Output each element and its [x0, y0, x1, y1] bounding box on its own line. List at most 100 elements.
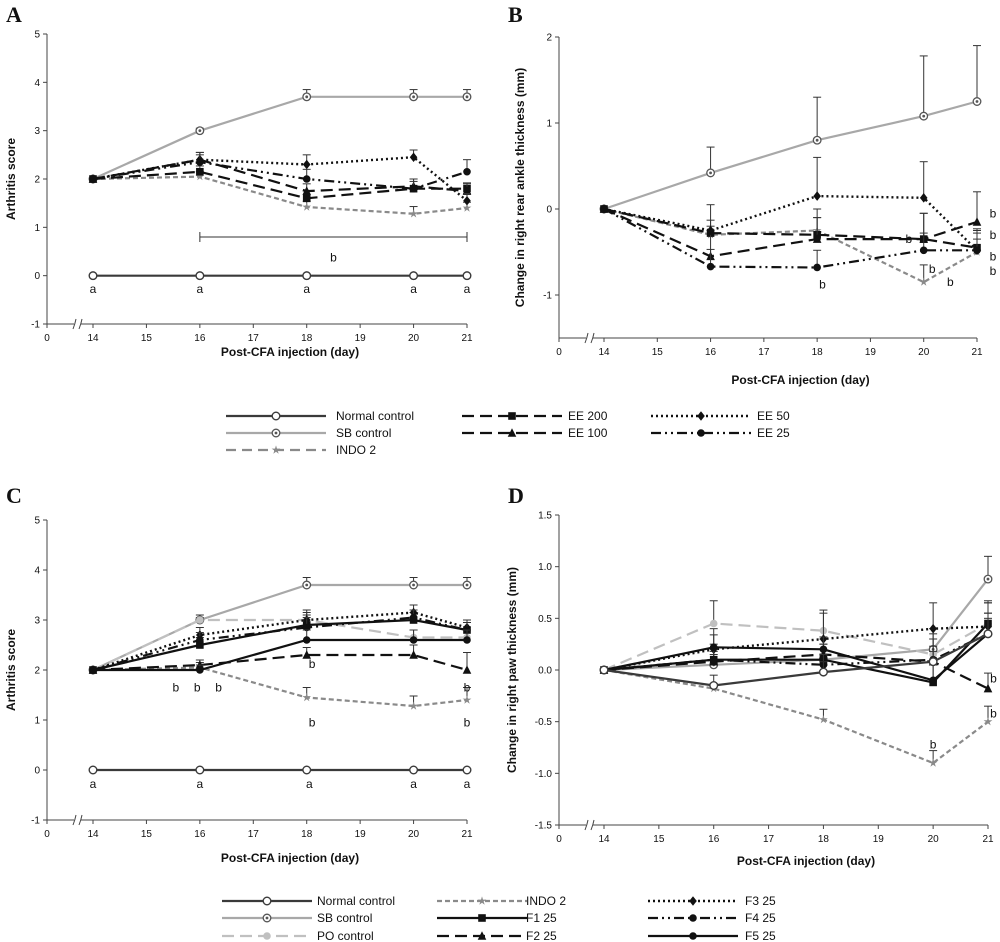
data-point: [919, 277, 929, 286]
y-tick-label-a: -1: [31, 320, 40, 331]
annotation-b: b: [929, 262, 936, 276]
x-tick-label-a: 18: [301, 333, 313, 344]
data-point: [983, 629, 993, 639]
annotation-c: a: [306, 777, 313, 791]
series-line: [92, 616, 468, 672]
data-point: [463, 167, 471, 176]
legend-marker: [271, 445, 281, 454]
y-axis-title-c: Arthritis score: [4, 629, 18, 711]
data-point: [462, 203, 472, 212]
legend-item: EE 100: [462, 426, 608, 440]
data-point: [409, 650, 418, 659]
y-tick-label-c: 1: [34, 716, 40, 727]
panel-letter-b: B: [508, 2, 523, 27]
data-point: [409, 184, 418, 193]
legend-label: F5 25: [745, 929, 776, 942]
x-tick-label-a: 21: [461, 333, 473, 344]
annotation-b: b: [947, 275, 954, 289]
data-point: [709, 619, 718, 628]
legend-marker: [477, 896, 487, 905]
legend-label: Normal control: [336, 409, 414, 423]
x-tick-label-b: 21: [971, 347, 983, 358]
x-tick-label-c: 20: [408, 829, 420, 840]
data-point: [709, 681, 719, 691]
y-axis-title-d: Change in right paw thickness (mm): [505, 567, 519, 773]
x-tick-label-c: 17: [248, 829, 260, 840]
legend-label: F1 25: [526, 911, 557, 925]
data-point-dot: [815, 138, 819, 142]
data-point: [599, 665, 609, 675]
x-tick-label-b: 19: [865, 347, 877, 358]
data-point: [463, 195, 471, 206]
legend-item: F2 25: [437, 929, 557, 942]
legend-label: SB control: [336, 426, 391, 440]
annotation-a: a: [464, 282, 471, 296]
x-tick-label-b: 17: [758, 347, 770, 358]
series-b-ee-25: [600, 205, 981, 272]
annotation-a: a: [197, 282, 204, 296]
legend-marker-dot: [274, 431, 278, 435]
x-tick-label-a: 20: [408, 333, 420, 344]
x-tick-label-a: 14: [87, 333, 99, 344]
legend-marker: [689, 896, 697, 906]
axis-break-mask-d: [586, 819, 593, 831]
legend-label: EE 200: [568, 409, 608, 423]
annotation-a: a: [303, 282, 310, 296]
legend-marker: [477, 931, 487, 940]
x-tick-label-c: 19: [355, 829, 367, 840]
legend-top: Normal control SB control INDO 2 EE 200 EE 1…: [226, 409, 790, 457]
series-line: [603, 207, 978, 249]
annotation-c: b: [464, 681, 471, 695]
annotation-d: b: [990, 706, 997, 720]
series-d-normal-control: [599, 617, 993, 691]
legend-item: EE 50: [651, 409, 790, 423]
annotation-c: a: [90, 777, 97, 791]
annotation-d: b: [990, 671, 997, 685]
x-tick-label-b: 15: [652, 347, 664, 358]
data-point: [302, 636, 311, 644]
data-point: [89, 175, 97, 183]
x-tick-label-b: 16: [705, 347, 717, 358]
data-point: [196, 167, 204, 176]
y-tick-label-c: -1: [31, 816, 40, 827]
axis-break-mask-a: [74, 318, 81, 330]
data-point: [409, 613, 418, 622]
x-tick-label-c: 0: [44, 829, 50, 840]
data-point: [462, 186, 472, 195]
data-point: [463, 636, 471, 644]
x-tick-label-c: 16: [194, 829, 206, 840]
legend-label: INDO 2: [336, 443, 376, 457]
x-tick-label-b: 0: [556, 347, 562, 358]
data-point: [302, 175, 311, 183]
data-point: [929, 623, 937, 634]
axis-break-d: [584, 819, 589, 831]
y-tick-label-a: 0: [34, 271, 40, 282]
annotation-c: a: [197, 777, 204, 791]
series-c-sb-control: [88, 577, 472, 675]
data-point: [302, 202, 312, 211]
x-axis-title-b: Post-CFA injection (day): [731, 373, 869, 387]
annotation-c: b: [464, 716, 471, 730]
annotation-b: b: [990, 264, 997, 278]
data-point: [196, 641, 204, 649]
series-a-ee-25: [89, 154, 471, 193]
panel-c: C -1 0 1 2 3 4 5 0 14 15 16 17 18 19 20 21 Post-CFA injec…: [4, 483, 473, 865]
data-point: [196, 666, 204, 674]
legend-marker: [689, 914, 697, 922]
data-point: [928, 758, 938, 767]
x-tick-label-a: 17: [248, 333, 260, 344]
data-point: [196, 616, 204, 624]
y-tick-label-b: 2: [546, 33, 552, 44]
annotation-d: b: [930, 737, 937, 751]
y-tick-label-d: -1.5: [535, 821, 553, 832]
panel-letter-d: D: [508, 483, 524, 508]
data-point-dot: [465, 95, 469, 99]
data-point: [302, 194, 311, 203]
y-tick-label-a: 1: [34, 223, 40, 234]
annotation-b: b: [990, 228, 997, 242]
x-tick-label-d: 18: [818, 834, 830, 845]
legend-label: SB control: [317, 911, 372, 925]
x-tick-label-b: 20: [918, 347, 930, 358]
x-tick-label-b: 14: [598, 347, 610, 358]
x-tick-label-b: 18: [812, 347, 824, 358]
